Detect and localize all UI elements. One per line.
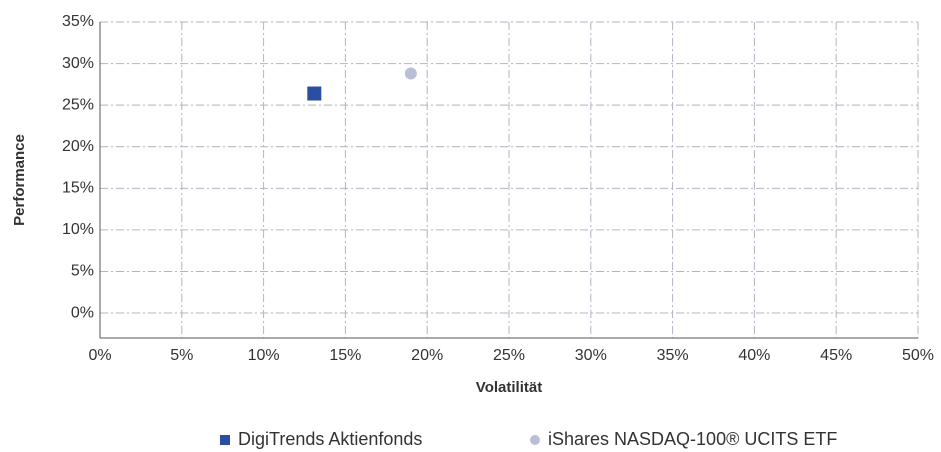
y-tick-label: 20% [62,138,94,155]
legend-marker [220,435,230,445]
x-tick-label: 20% [411,347,443,364]
x-axis-title: Volatilität [476,379,542,396]
x-tick-label: 0% [88,347,111,364]
legend-marker [530,435,540,445]
y-tick-label: 30% [62,55,94,72]
x-tick-label: 35% [657,347,689,364]
y-axis-title: Performance [11,134,28,226]
x-tick-label: 45% [820,347,852,364]
marker [307,86,322,101]
x-tick-label: 10% [248,347,280,364]
legend-label: iShares NASDAQ-100® UCITS ETF [548,429,837,449]
x-tick-label: 5% [170,347,193,364]
x-tick-label: 40% [738,347,770,364]
y-tick-label: 10% [62,221,94,238]
y-tick-label: 0% [71,304,94,321]
x-tick-label: 30% [575,347,607,364]
y-tick-label: 25% [62,96,94,113]
x-tick-label: 15% [329,347,361,364]
x-tick-label: 50% [902,347,934,364]
marker [404,67,417,80]
y-tick-label: 15% [62,180,94,197]
legend-label: DigiTrends Aktienfonds [238,429,422,449]
x-tick-label: 25% [493,347,525,364]
y-tick-label: 5% [71,263,94,280]
y-tick-label: 35% [62,13,94,30]
